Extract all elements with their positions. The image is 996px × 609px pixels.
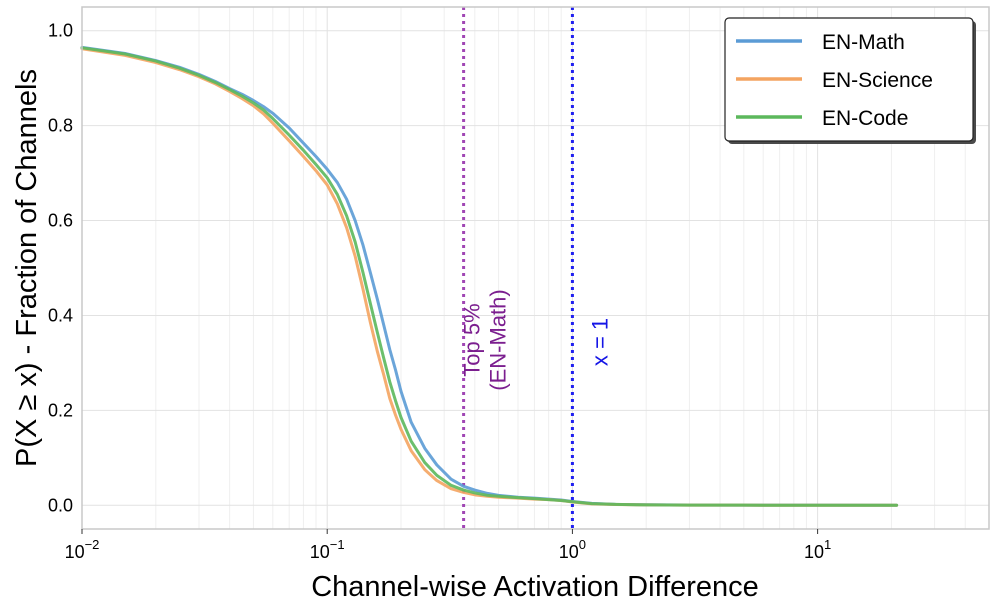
annotations: Top 5%(EN-Math) x = 1 (460, 289, 613, 390)
series-line-en-code (80, 46, 899, 507)
x-axis-title: Channel-wise Activation Difference (311, 571, 759, 603)
x-tick-label: 10−2 (65, 537, 100, 562)
y-tick-label: 0.0 (48, 495, 73, 515)
x-tick-label: 10−1 (310, 537, 345, 562)
x-axis-ticks: 10−2 10−1 100 101 (65, 529, 831, 562)
y-tick-label: 1.0 (48, 21, 73, 41)
legend-label-en-code: EN-Code (822, 107, 908, 130)
y-tick-label: 0.8 (48, 116, 73, 136)
annotation-label-0: Top 5%(EN-Math) (460, 289, 511, 390)
y-tick-label: 0.2 (48, 400, 73, 420)
y-tick-label: 0.4 (48, 305, 73, 325)
legend-label-en-math: EN-Math (822, 31, 905, 54)
series-lines (80, 45, 899, 507)
legend-box (724, 17, 974, 142)
y-axis-title: P(X ≥ x) - Fraction of Channels (11, 69, 43, 467)
minor-gridlines (155, 7, 966, 529)
reference-lines (462, 7, 574, 529)
y-axis-ticks: 0.0 0.2 0.4 0.6 0.8 1.0 (48, 21, 73, 516)
x-tick-label: 100 (559, 537, 586, 562)
y-tick-label: 0.6 (48, 211, 73, 231)
plot-frame (81, 6, 990, 530)
legend[interactable]: EN-Math EN-Science EN-Code (724, 17, 976, 144)
x-tick-label: 101 (804, 537, 831, 562)
annotation-label-1: x = 1 (587, 318, 612, 366)
legend-label-en-science: EN-Science (822, 69, 933, 92)
